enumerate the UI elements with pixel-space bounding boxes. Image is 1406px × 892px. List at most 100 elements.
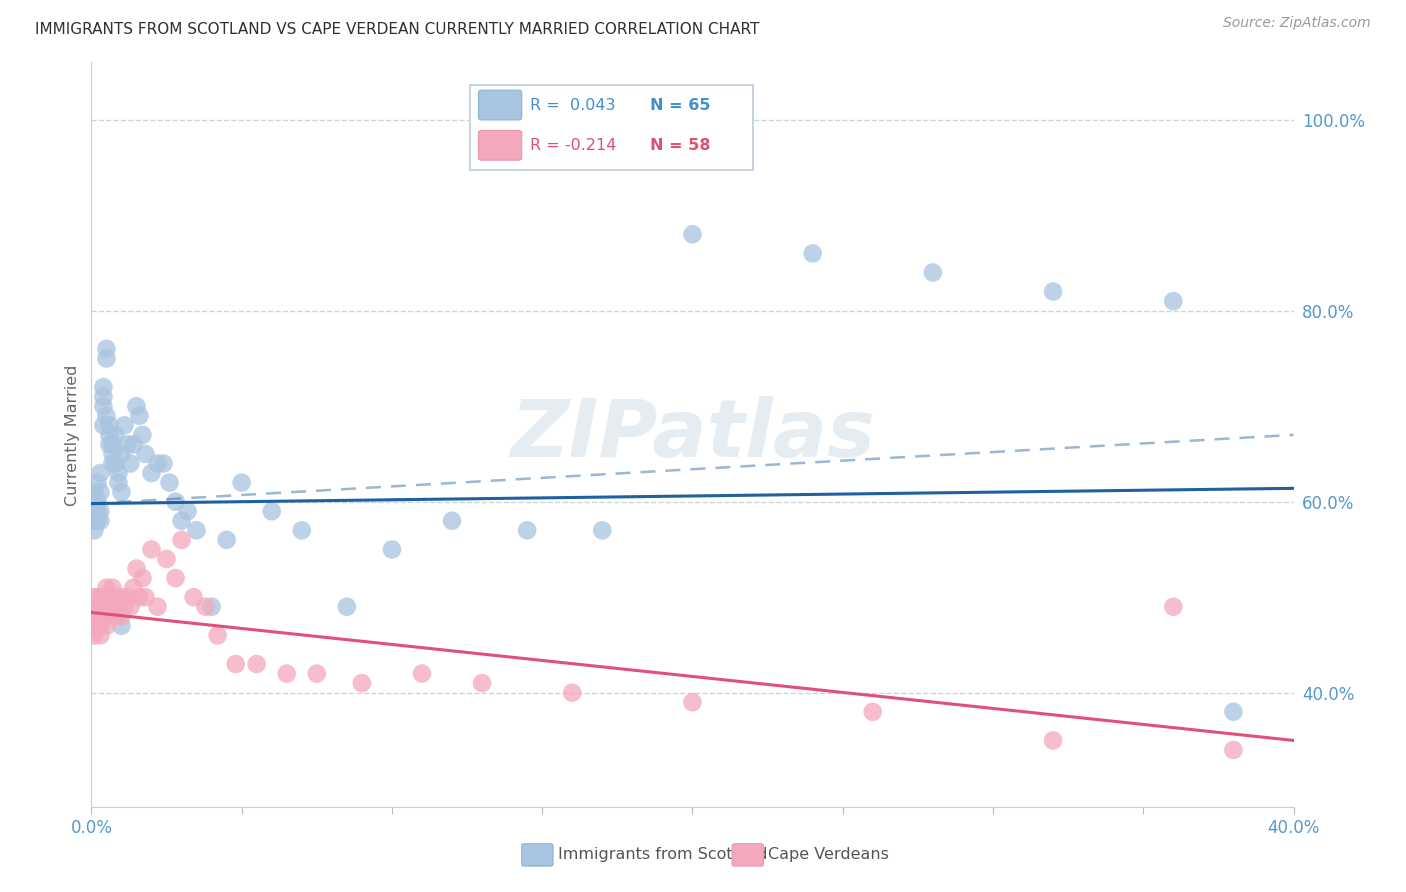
Point: [117, 437, 139, 451]
Point: [176, 504, 198, 518]
Text: N = 65: N = 65: [651, 97, 711, 112]
Point: [86, 619, 108, 633]
Point: [89, 609, 111, 624]
Point: [170, 533, 193, 547]
Point: [122, 581, 145, 595]
Point: [83, 504, 105, 518]
Point: [215, 533, 238, 547]
Point: [93, 590, 115, 604]
Point: [89, 619, 111, 633]
Point: [96, 599, 118, 614]
Point: [93, 418, 115, 433]
Point: [141, 466, 163, 480]
Point: [96, 581, 118, 595]
Point: [104, 457, 127, 471]
Point: [93, 380, 115, 394]
Point: [83, 619, 105, 633]
Point: [117, 590, 139, 604]
Point: [114, 418, 136, 433]
Point: [86, 514, 108, 528]
Point: [110, 619, 132, 633]
Point: [89, 514, 111, 528]
Text: R = -0.214: R = -0.214: [530, 137, 617, 153]
Point: [122, 437, 145, 451]
Point: [231, 475, 253, 490]
Point: [86, 504, 108, 518]
Point: [107, 599, 129, 614]
Text: Immigrants from Scotland: Immigrants from Scotland: [558, 847, 768, 863]
Y-axis label: Currently Married: Currently Married: [65, 364, 80, 506]
Text: ZIPatlas: ZIPatlas: [510, 396, 875, 474]
Text: R =  0.043: R = 0.043: [530, 97, 616, 112]
Point: [83, 590, 105, 604]
Point: [96, 409, 118, 423]
Point: [1222, 705, 1244, 719]
Point: [186, 524, 208, 538]
Point: [591, 524, 613, 538]
Point: [1042, 733, 1064, 747]
Point: [1222, 743, 1244, 757]
Point: [305, 666, 328, 681]
Point: [104, 609, 127, 624]
Point: [183, 590, 205, 604]
Point: [440, 514, 463, 528]
Point: [125, 561, 148, 575]
Point: [152, 457, 174, 471]
Point: [225, 657, 247, 671]
Point: [83, 609, 105, 624]
Point: [114, 599, 136, 614]
Point: [89, 504, 111, 518]
Point: [128, 409, 150, 423]
Point: [89, 466, 111, 480]
Point: [93, 609, 115, 624]
Point: [276, 666, 298, 681]
Point: [110, 485, 132, 500]
Point: [336, 599, 359, 614]
Point: [125, 399, 148, 413]
Point: [93, 399, 115, 413]
Point: [93, 599, 115, 614]
Point: [146, 599, 169, 614]
Text: N = 58: N = 58: [651, 137, 711, 153]
Point: [120, 599, 142, 614]
Point: [141, 542, 163, 557]
Point: [165, 494, 187, 508]
Point: [83, 494, 105, 508]
Point: [170, 514, 193, 528]
Point: [1161, 294, 1184, 309]
Point: [98, 590, 121, 604]
Point: [201, 599, 224, 614]
Point: [207, 628, 229, 642]
Text: IMMIGRANTS FROM SCOTLAND VS CAPE VERDEAN CURRENTLY MARRIED CORRELATION CHART: IMMIGRANTS FROM SCOTLAND VS CAPE VERDEAN…: [35, 22, 759, 37]
Point: [561, 686, 583, 700]
Point: [110, 590, 132, 604]
Point: [801, 246, 824, 260]
Point: [83, 514, 105, 528]
Point: [83, 619, 105, 633]
Point: [107, 466, 129, 480]
Point: [110, 609, 132, 624]
Point: [134, 590, 156, 604]
Point: [86, 609, 108, 624]
Point: [96, 609, 118, 624]
Point: [101, 590, 124, 604]
Point: [96, 351, 118, 366]
Point: [93, 390, 115, 404]
Point: [86, 475, 108, 490]
Point: [146, 457, 169, 471]
Point: [101, 457, 124, 471]
Point: [101, 581, 124, 595]
Point: [681, 695, 703, 709]
Point: [681, 227, 703, 242]
Point: [922, 266, 945, 280]
Point: [101, 447, 124, 461]
Point: [86, 494, 108, 508]
Point: [101, 437, 124, 451]
Point: [131, 428, 153, 442]
Point: [350, 676, 373, 690]
Point: [194, 599, 217, 614]
Point: [86, 599, 108, 614]
Point: [104, 428, 127, 442]
Text: Cape Verdeans: Cape Verdeans: [768, 847, 889, 863]
Point: [120, 457, 142, 471]
